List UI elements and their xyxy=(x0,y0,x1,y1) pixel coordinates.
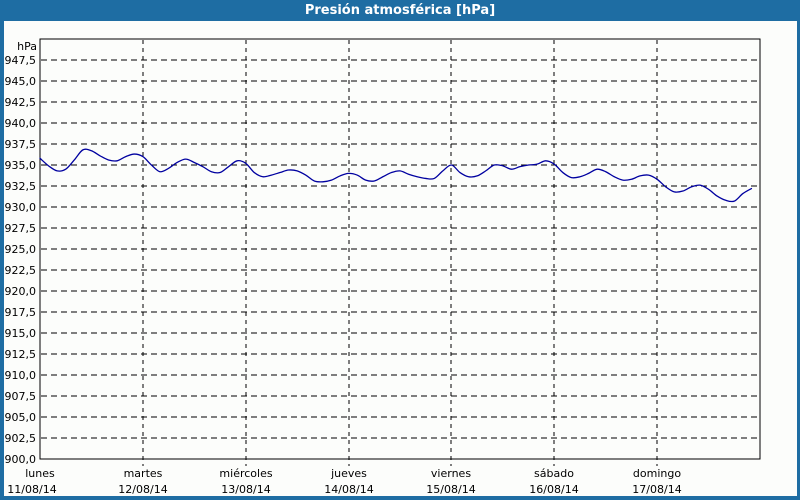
y-tick-label: 922,5 xyxy=(5,264,37,277)
y-tick-label: 917,5 xyxy=(5,306,37,319)
chart-title: Presión atmosférica [hPa] xyxy=(304,3,496,18)
y-tick-label: 912,5 xyxy=(5,348,37,361)
x-day-label: miércoles xyxy=(219,467,272,480)
x-day-label: viernes xyxy=(431,467,471,480)
y-tick-label: 945,0 xyxy=(5,75,37,88)
y-tick-label: 907,5 xyxy=(5,390,37,403)
x-date-label: 11/08/14 xyxy=(7,483,56,496)
y-axis-unit-label: hPa xyxy=(17,40,37,53)
x-date-label: 17/08/14 xyxy=(632,483,681,496)
y-tick-label: 927,5 xyxy=(5,222,37,235)
y-tick-label: 947,5 xyxy=(5,54,37,67)
y-tick-label: 925,0 xyxy=(5,243,37,256)
y-tick-label: 940,0 xyxy=(5,117,37,130)
y-tick-label: 915,0 xyxy=(5,327,37,340)
x-date-label: 15/08/14 xyxy=(426,483,475,496)
y-tick-label: 937,5 xyxy=(5,138,37,151)
y-tick-label: 932,5 xyxy=(5,180,37,193)
y-tick-label: 935,0 xyxy=(5,159,37,172)
x-day-label: martes xyxy=(124,467,163,480)
x-date-label: 12/08/14 xyxy=(118,483,167,496)
y-tick-label: 900,0 xyxy=(5,453,37,466)
x-date-label: 16/08/14 xyxy=(529,483,578,496)
pressure-line xyxy=(39,148,753,203)
x-date-label: 13/08/14 xyxy=(221,483,270,496)
y-tick-label: 930,0 xyxy=(5,201,37,214)
y-tick-label: 920,0 xyxy=(5,285,37,298)
x-day-label: lunes xyxy=(25,467,55,480)
y-tick-label: 905,0 xyxy=(5,411,37,424)
y-tick-label: 942,5 xyxy=(5,96,37,109)
x-day-label: domingo xyxy=(633,467,681,480)
y-tick-label: 910,0 xyxy=(5,369,37,382)
y-tick-label: 902,5 xyxy=(5,432,37,445)
x-date-label: 14/08/14 xyxy=(324,483,373,496)
plot-border xyxy=(39,38,761,460)
chart-title-bar: Presión atmosférica [hPa] xyxy=(0,0,800,21)
x-day-label: sábado xyxy=(534,467,574,480)
x-day-label: jueves xyxy=(330,467,367,480)
